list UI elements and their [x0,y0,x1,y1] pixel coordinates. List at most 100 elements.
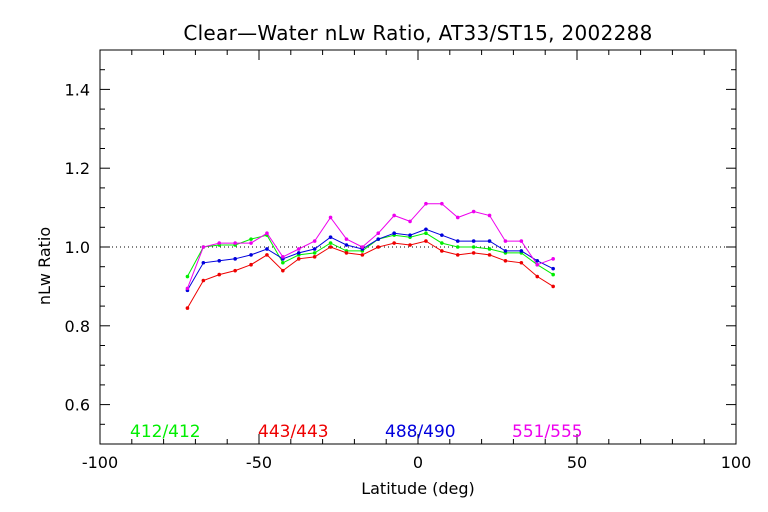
data-point [455,245,460,249]
data-point [487,239,492,243]
series-3 [185,227,555,293]
data-point [376,245,381,249]
series-line [186,232,554,277]
data-point [551,284,555,289]
legend-entry: 443/443 [258,422,329,442]
data-point [201,278,206,283]
x-tick-label: 0 [413,453,423,472]
data-point [281,255,285,259]
y-tick-label: 1.2 [65,159,90,178]
data-point [217,241,222,245]
data-point [519,249,524,253]
data-point [503,258,508,263]
data-point [296,251,301,255]
data-point [376,237,381,241]
data-point [551,266,555,271]
data-point [249,253,253,257]
series-line [186,203,554,289]
data-point [296,257,301,261]
data-point [455,215,460,220]
data-point [535,262,540,267]
legend: 412/412 443/443 488/490 551/555 [130,422,583,442]
data-point [392,213,396,218]
data-point [535,274,540,279]
data-point [360,245,365,249]
data-point [487,253,492,257]
data-point [376,231,381,236]
data-point [344,237,349,241]
data-point [217,272,222,277]
data-point [296,247,301,251]
data-point [233,268,237,273]
legend-entry: 412/412 [130,422,201,442]
data-point [249,241,253,245]
chart-title: Clear—Water nLw Ratio, AT33/ST15, 200228… [183,21,652,45]
data-point [440,233,444,237]
data-point [440,201,444,206]
data-point [440,241,444,245]
data-point [551,257,555,261]
data-point [312,239,317,243]
data-point [519,260,524,265]
data-point [471,245,476,249]
legend-entry: 488/490 [385,422,456,442]
data-point [503,239,508,243]
data-point [201,260,206,265]
data-point [328,241,333,245]
y-tick-label: 1.0 [65,238,90,257]
data-point [185,274,190,279]
data-point [424,231,428,236]
data-point [328,245,333,249]
data-point [455,239,460,243]
y-axis-label-group: nLw Ratio [35,227,54,305]
axis-ticks: -100 -50 0 50 100 0.6 0.8 1.0 1.2 1.4 [65,49,751,472]
data-point [265,253,269,257]
data-point [424,239,428,243]
x-tick-label: 50 [567,453,587,472]
data-point [281,268,285,273]
data-point [344,243,349,247]
data-point [344,251,349,255]
data-point [392,241,396,245]
data-point [424,201,428,206]
data-point [471,239,476,243]
data-point [471,209,476,214]
data-point [487,213,492,218]
data-point [408,243,412,247]
data-point [455,253,460,257]
data-point [328,235,333,239]
data-point [535,258,540,263]
data-point [360,253,365,257]
series-line [186,240,554,309]
data-point [265,231,269,236]
y-tick-label: 0.6 [65,396,90,415]
data-point [185,306,190,310]
data-point [487,247,492,251]
x-tick-label: -50 [246,453,272,472]
data-point [503,249,508,253]
series-line [186,228,554,291]
data-point [440,249,444,253]
series-layer [185,201,555,310]
data-point [249,262,253,267]
y-tick-label: 0.8 [65,317,90,336]
data-point [201,245,206,249]
data-point [265,247,269,251]
data-point [408,219,412,224]
data-point [281,260,285,265]
series-4 [185,201,555,291]
legend-entry: 551/555 [512,422,583,442]
data-point [217,258,222,263]
data-point [424,227,428,232]
data-point [519,239,524,243]
data-point [185,286,190,291]
series-2 [185,239,555,310]
data-point [392,231,396,236]
series-1 [185,231,555,279]
data-point [233,241,237,245]
data-point [312,247,317,251]
data-point [312,255,317,259]
y-axis-label: nLw Ratio [35,227,54,305]
data-point [471,251,476,255]
